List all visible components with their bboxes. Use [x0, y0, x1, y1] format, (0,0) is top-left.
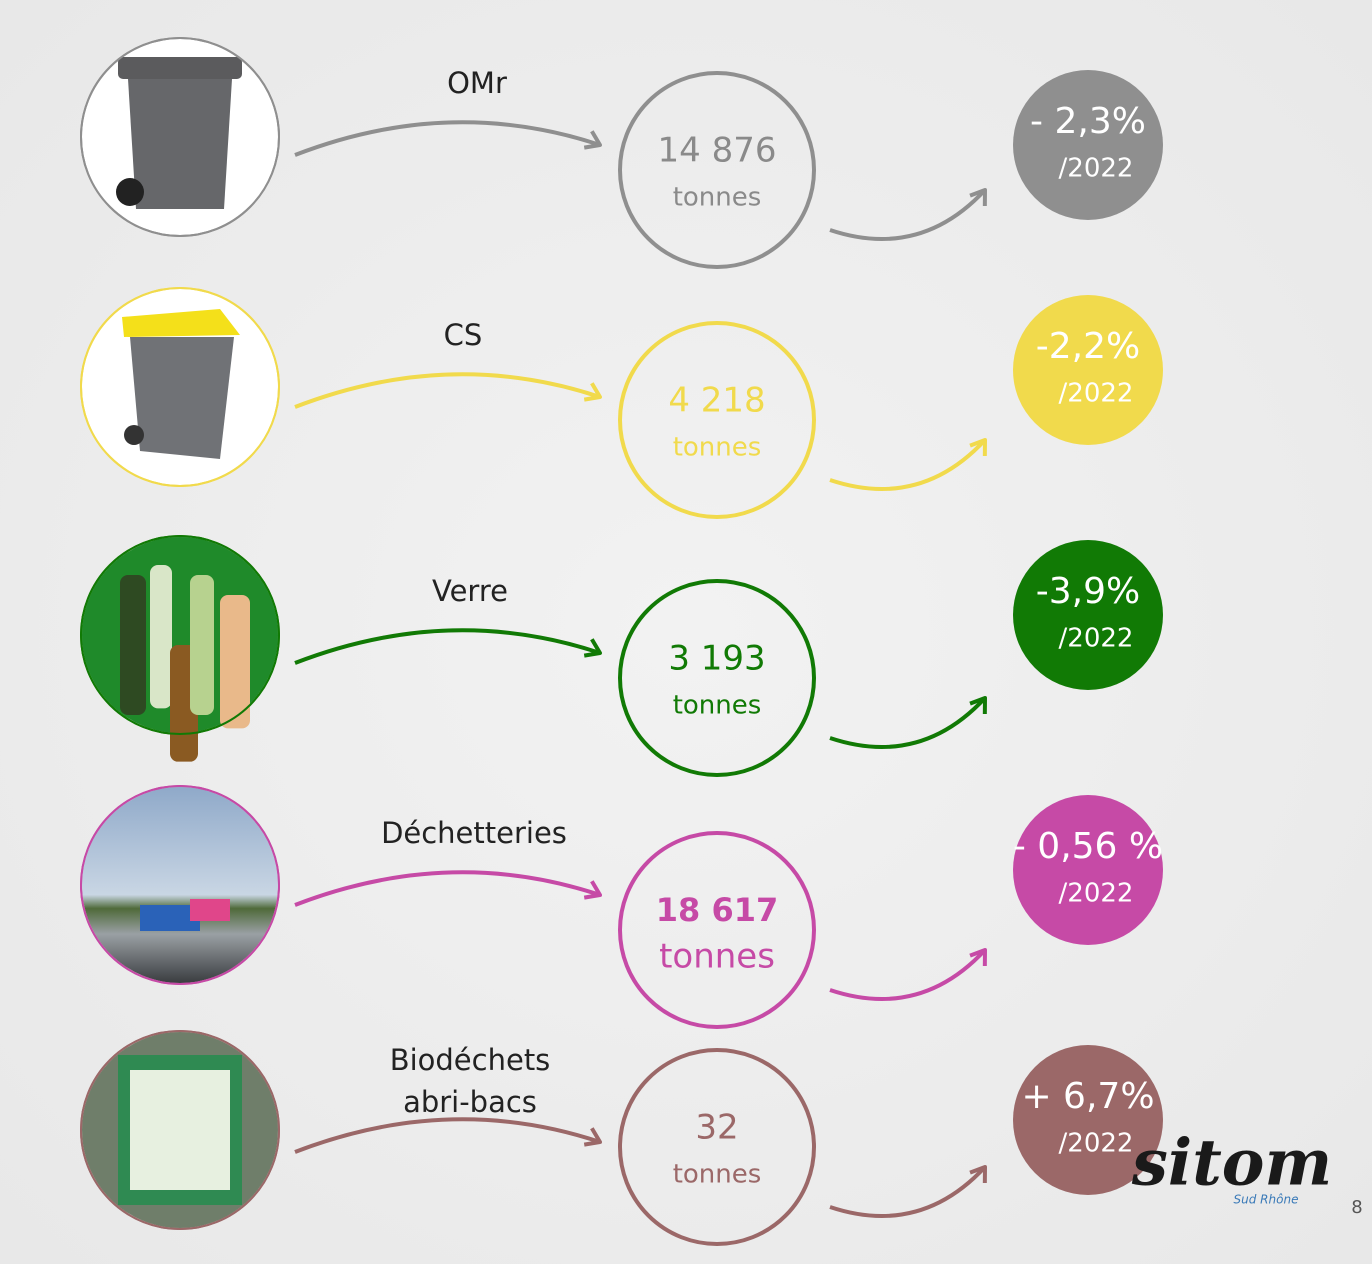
change: + 6,7% [1021, 1076, 1154, 1117]
change-circle [1013, 70, 1163, 220]
unit: tonnes [673, 1160, 762, 1190]
change-circle [1013, 795, 1163, 945]
flow-label: OMr [447, 66, 507, 100]
change: -3,9% [1036, 571, 1140, 612]
period: /2022 [1059, 1129, 1134, 1159]
period: /2022 [1059, 879, 1134, 909]
bottle [120, 575, 146, 715]
value: 3 193 [668, 639, 765, 679]
icon-bg [82, 787, 278, 983]
unit: tonnes [673, 183, 762, 213]
flow-label: Verre [432, 574, 508, 608]
change: - 0,56 % [1013, 826, 1163, 867]
bin-wheel [124, 425, 144, 445]
unit: tonnes [673, 433, 762, 463]
logo-name: sitom [1131, 1126, 1332, 1201]
flow-label: abri-bacs [403, 1085, 537, 1119]
change: -2,2% [1036, 326, 1140, 367]
bottle [150, 565, 172, 708]
period: /2022 [1059, 154, 1134, 184]
container [190, 899, 230, 921]
logo-subtitle: Sud Rhône [1234, 1193, 1299, 1207]
bin-wheel [116, 178, 144, 206]
bin-body [130, 337, 234, 459]
unit: tonnes [659, 937, 775, 977]
bottle [190, 575, 214, 715]
flow-label: Déchetteries [381, 816, 567, 850]
change-circle [1013, 295, 1163, 445]
value: 32 [695, 1108, 738, 1148]
value: 14 876 [658, 131, 777, 171]
slide: OMr 14 876 tonnes - 2,3% /2022 CS 4 218 tonnes -… [0, 0, 1372, 1264]
unit: tonnes [673, 691, 762, 721]
flow-label: Biodéchets [390, 1043, 551, 1077]
period: /2022 [1059, 379, 1134, 409]
flow-label: CS [444, 318, 483, 352]
change-circle [1013, 540, 1163, 690]
bin-panel [130, 1070, 230, 1190]
page: OMr 14 876 tonnes - 2,3% /2022 CS 4 218 tonnes -… [0, 0, 1372, 1264]
bin-lid [118, 57, 242, 79]
change: - 2,3% [1030, 101, 1146, 142]
value: 4 218 [668, 381, 765, 421]
value: 18 617 [656, 891, 778, 929]
period: /2022 [1059, 624, 1134, 654]
page-number: 8 [1351, 1197, 1362, 1218]
